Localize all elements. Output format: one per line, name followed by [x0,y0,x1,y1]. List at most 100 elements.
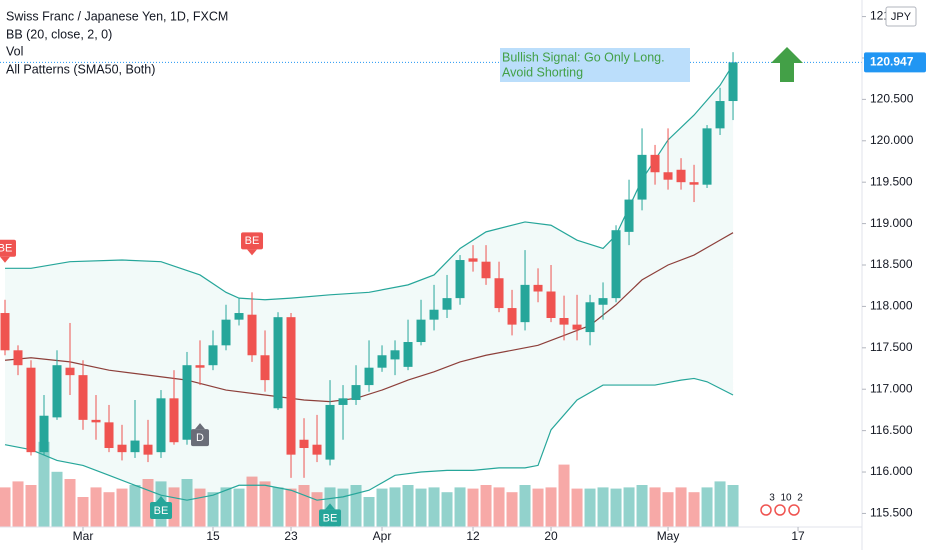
band-fill [5,64,734,501]
volume-bar [337,488,349,527]
arrow-icon [771,47,803,82]
band-line [4,377,734,501]
event-count: 3 [769,493,775,504]
volume-bar [103,492,115,527]
candle-body [585,302,595,333]
candle-body [286,317,296,455]
overlay: Swiss Franc / Japanese Yen, 1D, FXCM BB … [0,6,926,527]
volume-bar [675,487,687,527]
indicator-label: BB (20, close, 2, 0) [6,27,112,41]
volume-bar [259,481,271,527]
candle-body [702,128,712,185]
pattern-label: BE [323,512,338,524]
candle-body [52,365,62,418]
indicator-label: All Patterns (SMA50, Both) [6,62,155,76]
candle-body [416,319,426,343]
pattern-box [0,239,17,257]
pattern-box [150,501,173,519]
volume-bar [12,481,24,527]
y-tick-label: 118.500 [870,257,913,271]
plot-area [0,52,862,527]
pattern-box [241,232,264,250]
candle-body [598,298,608,305]
candle-body [234,313,244,320]
candle-body [182,365,192,440]
currency-badge [885,6,917,27]
volume-bar [506,492,518,527]
pattern-pointer [195,423,206,430]
candle-body [156,398,166,453]
pattern-pointer [0,256,11,263]
y-tick-label: 117.000 [870,381,913,395]
volume-bar [298,485,310,527]
volume-bar [571,488,583,527]
candle-body [377,355,387,368]
candle-body [195,365,205,368]
candle-body [637,154,647,200]
candle-body [104,422,114,449]
volume-bar [38,441,50,527]
x-tick-label: May [657,529,680,543]
volume-bar [584,488,596,527]
candle-body [494,278,504,309]
volume-bar [181,479,193,527]
indicator-label: Vol [6,44,23,58]
pattern-label: D [196,432,204,444]
annotation-text: Avoid Shorting [502,65,583,79]
volume-bar [272,487,284,527]
candle-body [0,313,10,351]
candle-body [403,342,413,367]
y-tick-label: 117.500 [870,340,913,354]
volume-bar [194,488,206,527]
y-tick-label: 118.000 [870,299,913,313]
candle-body [650,154,660,173]
volume-bar [701,487,713,527]
candle-body [442,298,452,310]
volume-bar [688,492,700,527]
candle-body [676,169,686,183]
volume-bar [597,487,609,527]
volume-bar [532,488,544,527]
candle-body [351,385,361,400]
volume-bar [311,492,323,527]
candle-body [312,444,322,455]
candle-body [455,260,465,299]
pattern-label: BE [154,505,169,517]
x-tick-label: 12 [466,529,480,543]
currency-label: JPY [891,11,912,23]
candle-body [91,419,101,423]
volume-bar [714,481,726,527]
volume-bar [142,479,154,527]
candle-body [715,101,725,129]
pattern-pointer [325,503,336,510]
pattern-pointer [156,495,167,502]
candle-body [221,319,231,346]
volume-bar [636,485,648,527]
x-tick-label: 20 [544,529,558,543]
volume-bar [493,487,505,527]
volume-bar [77,497,89,527]
candle-body [559,318,569,325]
volume-bar [389,487,401,527]
event-icon [774,504,786,516]
volume-bar [649,487,661,527]
chart-title: Swiss Franc / Japanese Yen, 1D, FXCM [6,9,228,23]
candle-body [624,199,634,232]
candle-body [728,62,738,102]
last-price-label: 120.947 [870,55,914,69]
candle-body [390,350,400,360]
volume-bar [610,488,622,527]
volume-bar [246,476,258,527]
y-tick-label: 115.500 [870,506,913,520]
volume-bar [220,487,232,527]
volume-bar [727,485,739,527]
pattern-label: BE [0,243,12,255]
candle-body [507,308,517,325]
candle-body [364,367,374,386]
candle-body [299,439,309,449]
candle-body [325,404,335,460]
y-tick-label: 119.500 [870,174,913,188]
volume-bar [25,485,37,527]
candle-body [26,367,36,453]
